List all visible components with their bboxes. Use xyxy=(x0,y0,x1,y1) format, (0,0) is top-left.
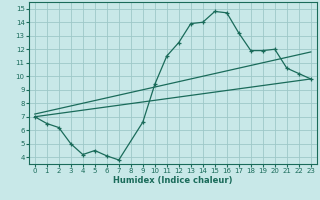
X-axis label: Humidex (Indice chaleur): Humidex (Indice chaleur) xyxy=(113,176,233,185)
